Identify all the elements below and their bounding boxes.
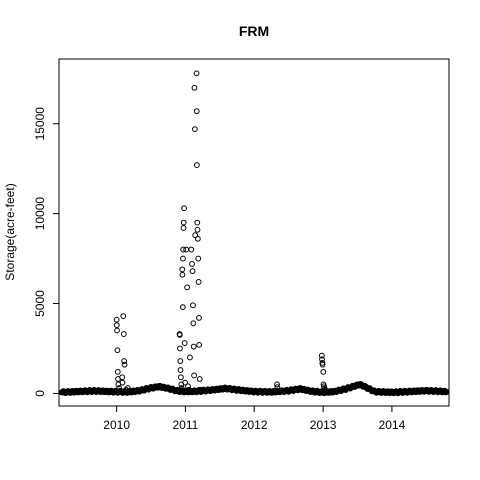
data-point [197,386,204,393]
data-point [196,376,203,382]
y-tick-label: 10000 [33,197,47,231]
data-point [194,226,201,233]
y-tick-label: 15000 [33,107,47,141]
data-point [121,361,128,368]
data-point [177,345,183,352]
data-point [196,315,202,321]
data-point [179,266,186,273]
data-point [178,374,184,381]
data-point [114,347,121,354]
data-point [177,358,184,364]
x-tick-label: 2010 [103,418,130,432]
data-point [319,356,325,363]
data-point [178,385,185,391]
data-point [184,284,191,291]
data-point [123,386,129,393]
data-point [177,367,184,373]
data-point [120,313,127,320]
data-point [274,381,280,388]
data-point [114,327,120,334]
chart-title: FRM [239,23,269,39]
data-point [124,385,131,391]
data-point [274,384,281,391]
data-point [113,316,120,323]
data-point [319,361,326,368]
data-point [188,246,195,253]
data-point [187,354,193,361]
x-axis: 2010 2011 2012 2013 2014 [103,405,406,432]
data-point [186,386,192,393]
y-tick-label: 0 [33,390,47,397]
data-point [195,255,202,262]
data-point [113,322,120,328]
data-point [194,219,201,226]
data-point [191,84,198,91]
y-tick-label: 5000 [33,290,47,317]
data-point [191,372,197,379]
data-point [121,358,128,364]
data-point [116,385,123,391]
x-tick-label: 2014 [379,418,406,432]
data-point [179,304,186,311]
data-point [180,255,186,262]
data-point [322,386,329,393]
data-point [180,246,187,253]
x-tick-label: 2012 [241,418,268,432]
data-point [320,368,327,375]
data-point [189,261,195,267]
data-point [114,368,121,375]
data-point [120,331,127,337]
data-point [176,332,183,338]
plot-frame [58,58,450,407]
data-point [181,340,188,346]
data-point [119,374,126,381]
data-point [194,162,200,168]
data-point [181,205,188,212]
data-point [190,343,197,350]
data-point [193,70,200,77]
data-point [185,383,191,390]
x-tick-label: 2011 [173,418,199,432]
data-point [195,279,202,285]
x-tick-label: 2013 [310,418,337,432]
data-point [193,108,200,115]
data-point [180,219,187,226]
data-point [119,379,126,386]
data-point [196,341,203,348]
data-point [190,320,197,327]
data-point [182,379,188,386]
data-point [191,126,198,133]
data-point [179,271,186,278]
data-point [318,352,325,359]
y-axis-title: Storage(acre-feet) [3,183,17,280]
data-point [194,235,201,242]
data-points [58,70,450,397]
data-point [189,268,196,275]
data-point [190,302,196,309]
data-point [180,225,187,231]
